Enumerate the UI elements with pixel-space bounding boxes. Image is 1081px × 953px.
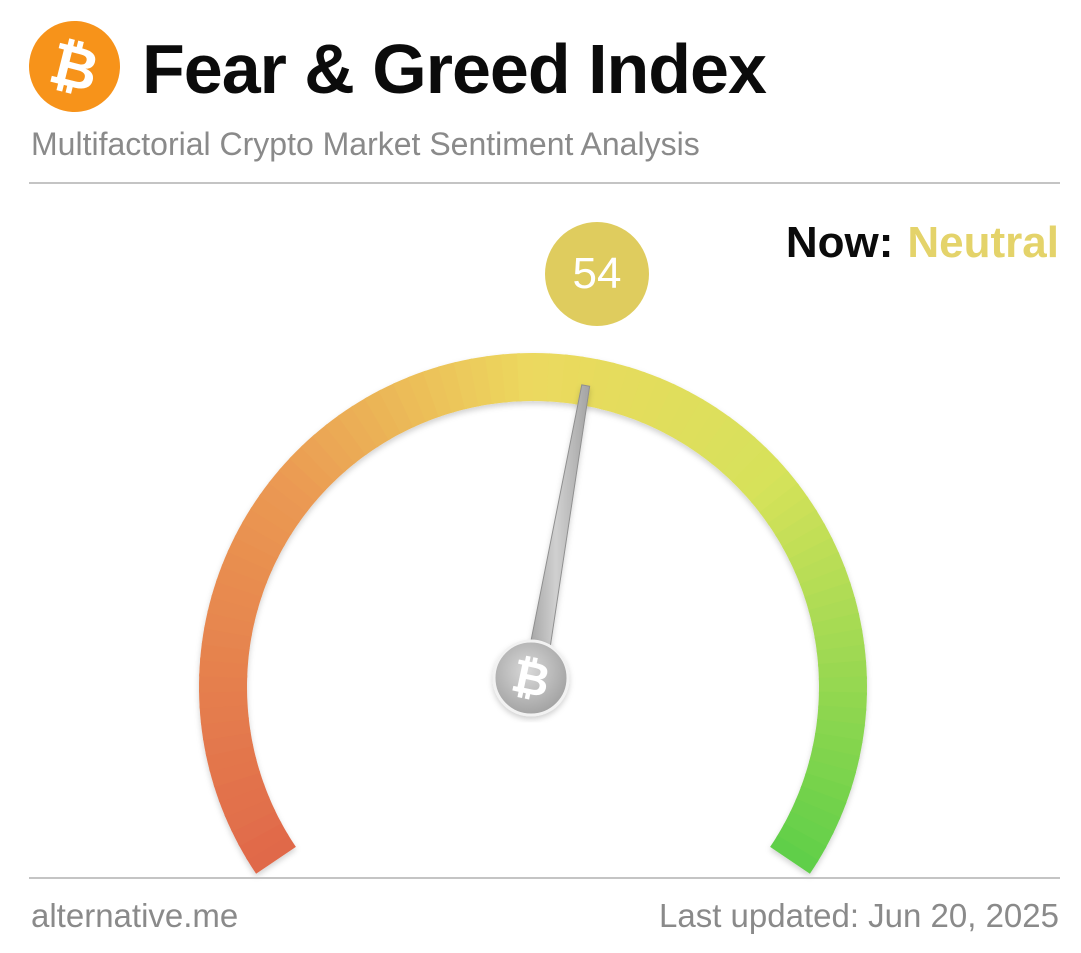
gauge-arc-segment	[392, 376, 428, 428]
page-title: Fear & Greed Index	[142, 30, 767, 108]
gauge-arc-segment	[241, 506, 293, 547]
gauge-arc-segment	[627, 371, 662, 423]
gauge-arc-segment	[770, 835, 819, 874]
gauge-arc-segment	[204, 609, 255, 637]
gauge-arc-segment	[767, 495, 818, 537]
gauge-arc-segment	[207, 594, 259, 624]
gauge-arc-segment	[795, 785, 847, 821]
gauge-arc-segment	[199, 702, 249, 725]
gauge-arc-segment	[300, 434, 346, 482]
gauge-arc-segment	[812, 732, 863, 760]
gauge-arc-segment	[776, 823, 827, 863]
gauge-arc-segment	[805, 759, 857, 791]
gauge-arc-segment	[215, 564, 268, 597]
gauge-arc-segment	[407, 370, 441, 422]
gauge-arc-segment	[808, 746, 860, 775]
gauge-arc-segment	[234, 520, 286, 559]
gauge-arc-segment	[808, 597, 860, 626]
gauge-arc-segment	[804, 581, 856, 613]
gauge-arc-segment	[711, 425, 756, 474]
gauge-arc-segment	[665, 390, 705, 442]
gauge-arc-segment	[227, 534, 279, 572]
gauge-arc-segment	[750, 470, 800, 515]
gauge-hub	[492, 639, 570, 717]
gauge-arc-segment	[652, 383, 691, 435]
gauge-arc-segment	[640, 377, 676, 429]
gauge-arc-segment	[689, 407, 731, 457]
gauge-arc-segment	[818, 676, 867, 696]
gauge-arc-segment	[268, 468, 317, 513]
gauge-arc-segment	[800, 772, 852, 806]
gauge-arc-segment	[378, 382, 416, 434]
index-value-badge: 54	[545, 222, 649, 326]
gauge-arc-segment	[289, 445, 336, 492]
gauge-arc-segment	[818, 660, 867, 681]
gauge-arc-segment	[789, 798, 841, 835]
gauge-arc-segment	[601, 362, 631, 414]
gauge-arc-segment	[201, 625, 252, 651]
gauge-arc-segment	[337, 405, 380, 456]
current-sentiment-value: Neutral	[907, 218, 1059, 267]
gauge-arc-segment	[614, 366, 647, 418]
header-divider	[29, 182, 1060, 184]
gauge-arc-segment	[245, 833, 296, 874]
gauge-arc-segment	[782, 523, 833, 562]
gauge-arc-segment	[677, 398, 718, 449]
gauge-arc-segment	[312, 424, 357, 473]
gauge-arc-segment	[211, 579, 263, 611]
gauge-arc-segment	[700, 416, 744, 465]
gauge-arc-segment	[437, 361, 468, 413]
gauge-arc-segment	[324, 414, 368, 464]
gauge-arc-segment	[741, 458, 790, 504]
gauge-arc-segment	[721, 436, 768, 484]
gauge-arc-segment	[783, 811, 834, 849]
gauge-arc-segment	[230, 808, 282, 847]
source-link[interactable]: alternative.me	[31, 897, 239, 934]
gauge-arc-segment	[500, 353, 522, 403]
gauge-arc-segment	[422, 365, 454, 418]
gauge-arc-segment	[238, 821, 289, 861]
gauge-arc-segment	[794, 551, 846, 587]
last-updated: Last updated: Jun 20, 2025	[659, 897, 1059, 934]
gauge-arc-segment	[533, 353, 552, 402]
gauge-arc-segment	[278, 456, 327, 502]
current-sentiment-label: Now:	[785, 218, 894, 267]
gauge-arc-segment	[799, 566, 851, 600]
gauge-arc-segment	[759, 483, 809, 526]
gauge-arc-segment	[587, 359, 616, 410]
gauge-arc-segment	[209, 757, 261, 788]
gauge-arc-segment	[731, 447, 779, 494]
gauge-arc-segment	[516, 353, 536, 402]
gauge-arc-segment	[788, 537, 840, 574]
gauge-arc-segment	[775, 509, 826, 549]
gauge-arc-segment	[350, 397, 391, 448]
gauge-arc-segment	[250, 493, 300, 535]
gauge-arc-segment	[221, 549, 273, 584]
gauge-arc-segment	[199, 673, 248, 693]
gauge-arc-segment	[213, 770, 265, 803]
page-subtitle: Multifactorial Crypto Market Sentiment A…	[31, 126, 700, 162]
gauge-arc-segment	[259, 480, 309, 524]
gauge-arc-segment	[364, 389, 403, 441]
gauge-arc-segment	[816, 644, 867, 667]
gauge-arc	[199, 353, 867, 874]
current-sentiment: Now: Neutral	[786, 216, 1059, 270]
gauge-arc-segment	[224, 796, 276, 833]
gauge-arc-segment	[218, 783, 270, 818]
gauge-arc-segment	[199, 689, 248, 709]
footer-divider	[29, 877, 1060, 879]
